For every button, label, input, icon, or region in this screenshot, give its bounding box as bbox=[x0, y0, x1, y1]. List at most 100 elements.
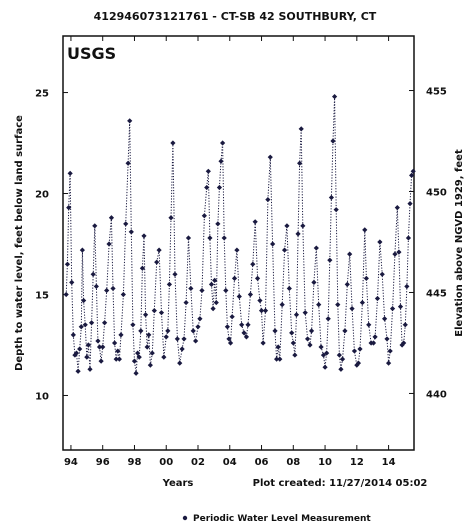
data-point bbox=[394, 205, 400, 211]
data-point bbox=[149, 350, 155, 356]
data-point bbox=[190, 328, 196, 334]
data-point bbox=[226, 336, 232, 342]
data-point bbox=[387, 348, 393, 354]
data-point bbox=[92, 223, 98, 229]
data-point bbox=[399, 342, 405, 348]
data-point bbox=[297, 160, 303, 166]
data-point bbox=[166, 281, 173, 287]
data-point bbox=[115, 348, 121, 354]
y-axis-ticks: 10 15 20 25 bbox=[35, 89, 68, 402]
y-tick-label: 10 bbox=[35, 391, 49, 402]
data-point bbox=[67, 170, 73, 176]
data-point bbox=[165, 328, 171, 334]
data-point bbox=[292, 352, 298, 358]
data-point bbox=[405, 235, 412, 241]
data-point bbox=[128, 229, 134, 235]
data-point bbox=[227, 340, 234, 346]
data-point bbox=[73, 350, 80, 356]
data-point bbox=[218, 158, 224, 164]
data-point bbox=[357, 346, 363, 352]
data-point bbox=[359, 299, 365, 306]
x-tick-label: 08 bbox=[286, 457, 300, 468]
data-point bbox=[389, 306, 396, 312]
data-point bbox=[79, 247, 85, 253]
data-point bbox=[229, 314, 235, 320]
data-point bbox=[113, 356, 119, 362]
data-point bbox=[96, 344, 103, 350]
data-point bbox=[216, 184, 223, 191]
data-point bbox=[102, 320, 108, 326]
y-axis-label: Depth to water level, feet below land su… bbox=[14, 115, 25, 371]
y2-tick-label: 450 bbox=[426, 188, 447, 199]
data-point bbox=[372, 334, 378, 340]
data-point bbox=[362, 227, 368, 233]
y-tick-label: 15 bbox=[35, 290, 49, 301]
data-point bbox=[88, 320, 95, 326]
x-tick-label: 10 bbox=[318, 457, 332, 468]
x-tick-label: 06 bbox=[255, 457, 269, 468]
data-point bbox=[409, 172, 415, 178]
data-point bbox=[313, 245, 319, 251]
plot-created-text: Plot created: 11/27/2014 05:02 bbox=[253, 478, 428, 489]
data-point bbox=[243, 334, 250, 340]
data-point bbox=[324, 350, 330, 356]
data-point bbox=[138, 328, 144, 334]
data-point bbox=[220, 140, 226, 146]
data-point bbox=[250, 261, 256, 267]
data-point bbox=[224, 324, 230, 330]
data-point bbox=[177, 360, 183, 366]
data-point bbox=[170, 140, 176, 146]
data-point bbox=[379, 271, 385, 277]
data-point bbox=[407, 201, 413, 207]
x-tick-label: 14 bbox=[382, 457, 396, 468]
data-point bbox=[331, 93, 338, 100]
data-point bbox=[181, 336, 187, 342]
data-point bbox=[349, 306, 355, 312]
data-point bbox=[223, 287, 229, 294]
data-point bbox=[236, 293, 242, 300]
data-point bbox=[95, 338, 101, 344]
data-point bbox=[257, 297, 263, 304]
data-point bbox=[286, 285, 292, 292]
chart-title: 412946073121761 - CT-SB 42 SOUTHBURY, CT bbox=[94, 10, 377, 23]
data-point bbox=[260, 340, 266, 346]
data-point bbox=[401, 340, 407, 346]
data-point bbox=[108, 215, 115, 221]
data-point bbox=[404, 283, 410, 290]
data-point bbox=[146, 332, 152, 338]
plot-frame bbox=[62, 35, 415, 451]
data-point bbox=[174, 336, 180, 342]
data-point bbox=[63, 291, 69, 298]
data-point bbox=[335, 301, 341, 308]
data-point bbox=[344, 281, 350, 287]
data-point bbox=[279, 301, 285, 308]
x-tick-label: 04 bbox=[223, 457, 237, 468]
data-point bbox=[215, 221, 221, 227]
x-tick-label: 12 bbox=[350, 457, 364, 468]
data-points bbox=[63, 93, 416, 376]
legend-label: Periodic Water Level Measurement bbox=[193, 514, 371, 524]
data-point bbox=[135, 350, 141, 356]
x-tick-label: 94 bbox=[64, 457, 78, 468]
data-point bbox=[274, 356, 280, 362]
data-point bbox=[325, 316, 331, 322]
data-point bbox=[158, 310, 165, 316]
data-point bbox=[106, 241, 112, 247]
y2-axis-label: Elevation above NGVD 1929, feet bbox=[454, 149, 465, 337]
series-line-periodic-water-level bbox=[65, 96, 414, 374]
data-point bbox=[342, 328, 348, 334]
x-tick-label: 96 bbox=[96, 457, 110, 468]
data-point bbox=[112, 340, 118, 346]
data-point bbox=[385, 360, 392, 366]
usgs-logo: USGS bbox=[67, 44, 116, 63]
data-point bbox=[370, 340, 377, 346]
data-point bbox=[374, 295, 381, 302]
data-point bbox=[161, 354, 167, 360]
data-point bbox=[147, 362, 153, 368]
data-point bbox=[85, 342, 92, 348]
data-point bbox=[100, 344, 106, 350]
data-point bbox=[339, 356, 346, 362]
data-point bbox=[87, 366, 93, 372]
data-point bbox=[396, 249, 402, 255]
